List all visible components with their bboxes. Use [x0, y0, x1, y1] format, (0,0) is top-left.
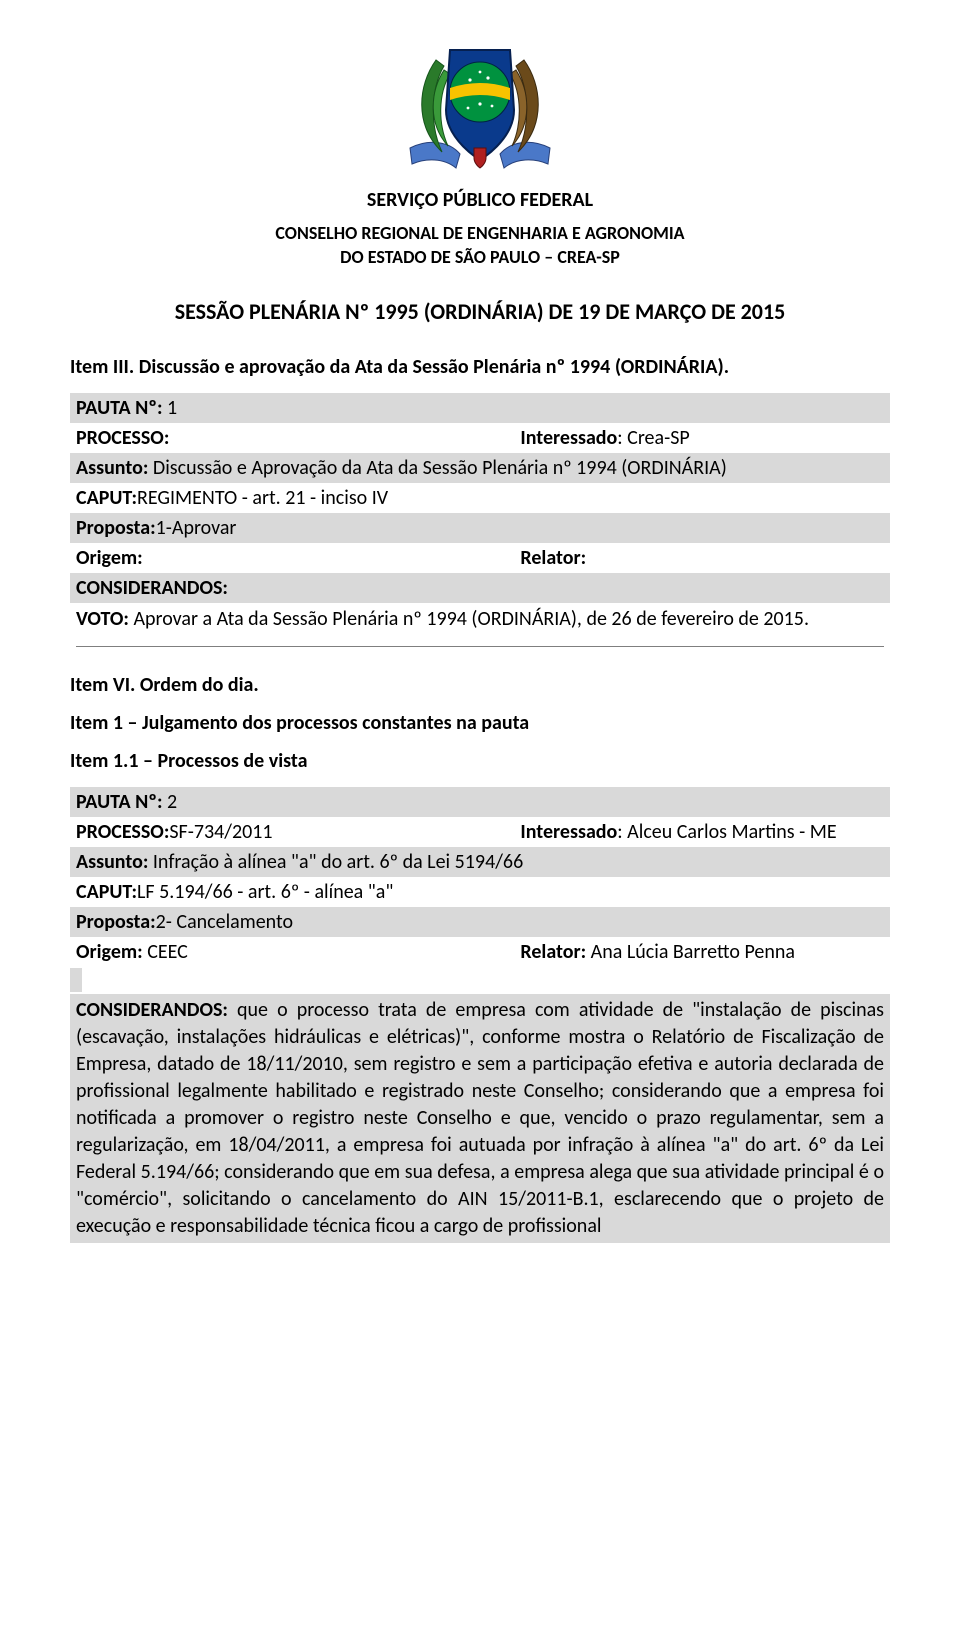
considerandos-text-2: que o processo trata de empresa com ativ… — [76, 998, 884, 1238]
considerandos-block-2: CONSIDERANDOS: que o processo trata de e… — [70, 994, 890, 1243]
origem-row-1: Origem: Relator: — [70, 543, 890, 573]
relator-label-2: Relator: — [520, 940, 586, 964]
coat-of-arms-icon — [400, 30, 560, 180]
caput-row-2: CAPUT:LF 5.194/66 - art. 6º - alínea "a" — [70, 877, 890, 907]
processo-value-2: SF-734/2011 — [169, 820, 272, 844]
pauta-row-2: PAUTA Nº: 2 — [70, 787, 890, 817]
divider — [76, 646, 884, 647]
service-title: SERVIÇO PÚBLICO FEDERAL — [70, 188, 890, 212]
considerandos-label: CONSIDERANDOS: — [76, 576, 228, 600]
voto-row-1: VOTO: Aprovar a Ata da Sessão Plenária n… — [70, 603, 890, 636]
considerandos-row-1: CONSIDERANDOS: — [70, 573, 890, 603]
assunto-row-1: Assunto: Discussão e Aprovação da Ata da… — [70, 453, 890, 483]
considerandos-inline-wrap — [70, 968, 82, 992]
interessado-value-2: : Alceu Carlos Martins - ME — [617, 820, 836, 844]
origem-row-2: Origem: CEEC Relator: Ana Lúcia Barretto… — [70, 937, 890, 967]
assunto-row-2: Assunto: Infração à alínea "a" do art. 6… — [70, 847, 890, 877]
interessado-value: : Crea-SP — [617, 426, 689, 450]
session-title: SESSÃO PLENÁRIA Nº 1995 (ORDINÁRIA) DE 1… — [70, 298, 890, 325]
pauta-num: 1 — [162, 396, 177, 420]
caput-row-1: CAPUT:REGIMENTO - art. 21 - inciso IV — [70, 483, 890, 513]
considerandos-label-2: CONSIDERANDOS: — [76, 998, 228, 1022]
item-3-heading: Item III. Discussão e aprovação da Ata d… — [70, 355, 890, 379]
interessado-label: Interessado — [520, 426, 617, 450]
voto-text: Aprovar a Ata da Sessão Plenária nº 1994… — [129, 607, 809, 631]
processo-label: PROCESSO: — [76, 426, 169, 450]
assunto-value-2: Infração à alínea "a" do art. 6º da Lei … — [148, 850, 523, 874]
processo-label-2: PROCESSO: — [76, 820, 169, 844]
voto-label: VOTO: — [76, 607, 129, 631]
caput-value: REGIMENTO - art. 21 - inciso IV — [137, 486, 388, 510]
origem-label: Origem: — [76, 546, 143, 570]
pauta-label: PAUTA Nº: — [76, 396, 162, 420]
logo-container — [70, 30, 890, 180]
proposta-row-1: Proposta:1-Aprovar — [70, 513, 890, 543]
interessado-label-2: Interessado — [520, 820, 617, 844]
item-6-sub1: Item 1 – Julgamento dos processos consta… — [70, 711, 890, 735]
pauta-num-2: 2 — [162, 790, 177, 814]
header-block: SERVIÇO PÚBLICO FEDERAL CONSELHO REGIONA… — [70, 188, 890, 268]
assunto-label: Assunto: — [76, 456, 148, 480]
item-6-sub11: Item 1.1 – Processos de vista — [70, 749, 890, 773]
proposta-value-2: 2- Cancelamento — [156, 910, 293, 934]
assunto-label-2: Assunto: — [76, 850, 148, 874]
council-line-2: DO ESTADO DE SÃO PAULO – CREA-SP — [70, 246, 890, 268]
assunto-value: Discussão e Aprovação da Ata da Sessão P… — [148, 456, 726, 480]
relator-label: Relator: — [520, 546, 586, 570]
proposta-label-2: Proposta: — [76, 910, 156, 934]
proposta-label: Proposta: — [76, 516, 156, 540]
origem-value-2: CEEC — [143, 940, 188, 964]
pauta-label-2: PAUTA Nº: — [76, 790, 162, 814]
proposta-row-2: Proposta:2- Cancelamento — [70, 907, 890, 937]
caput-value-2: LF 5.194/66 - art. 6º - alínea "a" — [137, 880, 393, 904]
origem-label-2: Origem: — [76, 940, 143, 964]
processo-row-2: PROCESSO:SF-734/2011 Interessado: Alceu … — [70, 817, 890, 847]
caput-label-2: CAPUT: — [76, 880, 137, 904]
processo-row-1: PROCESSO: Interessado: Crea-SP — [70, 423, 890, 453]
caput-label: CAPUT: — [76, 486, 137, 510]
document-page: SERVIÇO PÚBLICO FEDERAL CONSELHO REGIONA… — [0, 0, 960, 1243]
item-6-heading: Item VI. Ordem do dia. — [70, 673, 890, 697]
pauta-row-1: PAUTA Nº: 1 — [70, 393, 890, 423]
relator-value-2: Ana Lúcia Barretto Penna — [586, 940, 795, 964]
proposta-value: 1-Aprovar — [156, 516, 237, 540]
council-line-1: CONSELHO REGIONAL DE ENGENHARIA E AGRONO… — [70, 222, 890, 244]
